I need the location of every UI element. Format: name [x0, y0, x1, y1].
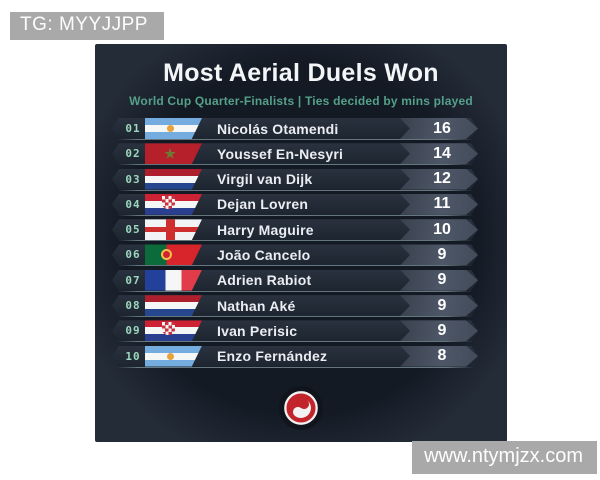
table-row: 05 Harry Maguire 10: [112, 219, 478, 242]
rank-label: 02: [125, 147, 141, 161]
rank-label: 10: [125, 349, 141, 363]
country-flag-icon: [145, 320, 202, 341]
value-badge: 14: [400, 143, 478, 164]
value-label: 11: [433, 195, 451, 213]
value-badge: 8: [400, 346, 478, 367]
leaderboard-card: Most Aerial Duels Won World Cup Quarter-…: [95, 44, 507, 442]
player-name: Virgil van Dijk: [217, 171, 313, 188]
website-watermark-badge: www.ntymjzx.com: [412, 441, 597, 474]
country-flag-icon: [145, 219, 202, 240]
country-flag-icon: [145, 244, 202, 265]
table-row: 10 Enzo Fernández 8: [112, 346, 478, 368]
website-watermark-label: www.ntymjzx.com: [424, 445, 583, 467]
row-bar: 02 Youssef En-Nesyri: [112, 143, 478, 164]
row-bar: 08 Nathan Aké: [112, 295, 478, 316]
player-name: Nicolás Otamendi: [217, 120, 339, 137]
table-row: 08 Nathan Aké 9: [112, 295, 478, 318]
rank-label: 04: [125, 197, 141, 211]
value-label: 12: [433, 170, 451, 188]
yin-yang-icon: [284, 391, 318, 425]
country-flag-icon: [145, 194, 202, 215]
player-name: Adrien Rabiot: [217, 272, 312, 289]
player-name: Youssef En-Nesyri: [217, 145, 344, 162]
player-name: Dejan Lovren: [217, 196, 309, 213]
table-row: 07 Adrien Rabiot 9: [112, 270, 478, 292]
value-badge: 10: [400, 219, 478, 240]
country-flag-icon: [145, 346, 202, 367]
row-bar: 03 Virgil van Dijk: [112, 169, 478, 190]
value-label: 14: [433, 144, 451, 162]
row-bar: 09 Ivan Perisic: [112, 320, 478, 341]
table-row: 04 Dejan Lovren 11: [112, 194, 478, 216]
row-bar: 05 Harry Maguire: [112, 219, 478, 240]
rank-label: 05: [125, 223, 141, 237]
table-row: 01 Nicolás Otamendi 16: [112, 118, 478, 140]
publisher-logo-icon: [279, 386, 323, 430]
value-badge: 9: [400, 244, 478, 265]
row-bar: 07 Adrien Rabiot: [112, 270, 478, 291]
value-badge: 9: [400, 295, 478, 316]
player-name: Enzo Fernández: [217, 348, 328, 365]
value-label: 9: [437, 321, 447, 339]
player-name: Ivan Perisic: [217, 322, 298, 339]
country-flag-icon: [145, 270, 202, 291]
page-title: Most Aerial Duels Won: [163, 59, 439, 87]
value-label: 8: [437, 347, 447, 365]
rank-label: 09: [125, 324, 141, 338]
row-bar: 04 Dejan Lovren: [112, 194, 478, 215]
row-bar: 10 Enzo Fernández: [112, 346, 478, 367]
country-flag-icon: [145, 295, 202, 316]
value-label: 9: [437, 245, 447, 263]
rank-label: 01: [125, 122, 141, 135]
player-name: João Cancelo: [217, 246, 311, 263]
table-row: 09 Ivan Perisic 9: [112, 320, 478, 343]
value-label: 10: [433, 220, 451, 238]
value-label: 9: [437, 271, 447, 289]
rank-label: 07: [125, 273, 141, 287]
page-subtitle: World Cup Quarter-Finalists | Ties decid…: [129, 94, 473, 108]
value-badge: 16: [400, 118, 478, 139]
country-flag-icon: [145, 169, 202, 190]
rank-label: 03: [125, 172, 141, 186]
value-label: 16: [433, 119, 451, 137]
value-label: 9: [437, 296, 447, 314]
country-flag-icon: [145, 118, 202, 139]
rank-label: 06: [125, 248, 141, 262]
table-row: 03 Virgil van Dijk 12: [112, 169, 478, 191]
row-bar: 01 Nicolás Otamendi: [112, 118, 478, 139]
value-badge: 12: [400, 169, 478, 190]
row-bar: 06 João Cancelo: [112, 244, 478, 265]
table-row: 02 Youssef En-Nesyri 14: [112, 143, 478, 166]
value-badge: 9: [400, 270, 478, 291]
rank-label: 08: [125, 299, 141, 313]
player-name: Nathan Aké: [217, 297, 296, 314]
leaderboard-list: 01 Nicolás Otamendi 16 02 Youssef En-Nes…: [112, 118, 478, 371]
country-flag-icon: [145, 143, 202, 164]
value-badge: 11: [400, 194, 478, 215]
table-row: 06 João Cancelo 9: [112, 244, 478, 267]
telegram-watermark-badge: TG: MYYJJPP: [10, 12, 164, 40]
value-badge: 9: [400, 320, 478, 341]
telegram-watermark-label: TG: MYYJJPP: [20, 14, 148, 35]
player-name: Harry Maguire: [217, 221, 314, 238]
